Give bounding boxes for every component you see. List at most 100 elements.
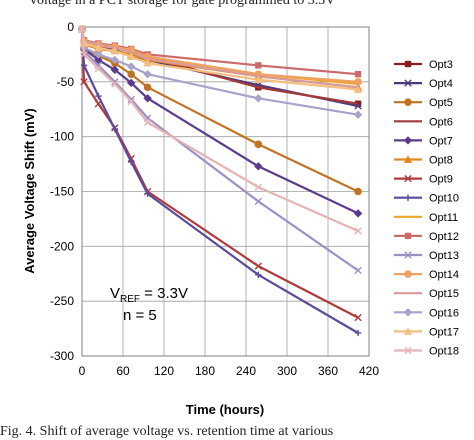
legend-label: Opt15 bbox=[429, 288, 459, 300]
series-line bbox=[80, 29, 359, 334]
data-point bbox=[404, 174, 412, 183]
x-tick-label: 0 bbox=[79, 364, 86, 378]
data-point bbox=[127, 78, 136, 88]
gridlines bbox=[82, 27, 369, 356]
legend-item: Opt13 bbox=[394, 250, 459, 262]
data-point bbox=[127, 97, 135, 106]
x-tick-label: 180 bbox=[195, 364, 215, 378]
y-tick-label: 0 bbox=[67, 20, 74, 34]
y-tick-label: -250 bbox=[50, 294, 74, 308]
y-axis-title: Average Voltage Shift (mV) bbox=[22, 108, 37, 273]
legend-label: Opt9 bbox=[429, 174, 453, 186]
y-tick-label: -150 bbox=[50, 185, 74, 199]
legend-item: Opt14 bbox=[394, 269, 459, 281]
x-axis-title: Time (hours) bbox=[186, 402, 265, 417]
y-tick-label: -100 bbox=[50, 130, 74, 144]
data-point bbox=[254, 183, 262, 191]
data-point bbox=[94, 43, 103, 52]
series-opt16 bbox=[77, 24, 363, 119]
data-point bbox=[354, 187, 362, 196]
data-point bbox=[94, 50, 103, 59]
data-point bbox=[403, 155, 413, 163]
series-layer bbox=[77, 24, 363, 337]
legend-item: Opt17 bbox=[394, 326, 459, 338]
vref-annotation: VREF = 3.3V bbox=[110, 285, 188, 305]
legend-item: Opt7 bbox=[394, 135, 453, 147]
y-tick-label: -300 bbox=[50, 349, 74, 363]
data-point bbox=[254, 197, 262, 206]
data-point bbox=[353, 110, 363, 119]
legend-item: Opt6 bbox=[394, 116, 453, 128]
legend-label: Opt11 bbox=[429, 212, 458, 224]
data-point bbox=[404, 232, 412, 240]
data-point bbox=[354, 227, 362, 235]
data-point bbox=[111, 78, 119, 86]
x-tick-labels: 0 60 120 180 240 300 360 420 bbox=[79, 364, 380, 378]
legend-item: Opt11 bbox=[394, 212, 458, 224]
data-point bbox=[354, 70, 362, 78]
data-point bbox=[143, 69, 152, 79]
x-tick-label: 360 bbox=[318, 364, 338, 378]
legend-item: Opt15 bbox=[394, 288, 459, 300]
data-point bbox=[127, 70, 135, 78]
legend-label: Opt4 bbox=[429, 78, 453, 90]
legend-label: Opt6 bbox=[429, 116, 453, 128]
legend-label: Opt3 bbox=[429, 59, 453, 71]
data-point bbox=[128, 158, 135, 166]
x-tick-label: 60 bbox=[116, 364, 130, 378]
data-point bbox=[254, 75, 263, 83]
legend-item: Opt12 bbox=[394, 231, 459, 243]
data-point bbox=[143, 83, 152, 92]
data-point bbox=[110, 65, 119, 74]
data-point bbox=[127, 52, 136, 60]
y-tick-label: -50 bbox=[57, 75, 75, 89]
vref-value: = 3.3V bbox=[140, 285, 188, 302]
legend-item: Opt16 bbox=[394, 307, 459, 319]
data-point bbox=[354, 266, 362, 275]
legend-label: Opt12 bbox=[429, 231, 459, 243]
series-line bbox=[80, 29, 359, 89]
data-point bbox=[354, 329, 362, 337]
legend-item: Opt10 bbox=[394, 193, 459, 205]
legend-label: Opt18 bbox=[429, 346, 459, 358]
data-point bbox=[404, 98, 412, 106]
data-point bbox=[254, 262, 262, 270]
legend-item: Opt5 bbox=[394, 97, 453, 109]
series-opt7 bbox=[77, 24, 363, 218]
data-point bbox=[404, 194, 412, 201]
vref-main: V bbox=[110, 285, 120, 302]
data-point bbox=[404, 79, 412, 87]
data-point bbox=[111, 80, 119, 88]
data-point bbox=[403, 308, 413, 317]
series-opt18 bbox=[78, 25, 362, 235]
data-point bbox=[143, 118, 152, 127]
series-opt15 bbox=[80, 29, 359, 89]
data-point bbox=[404, 60, 412, 68]
figure-caption-top: voltage in a PCT storage for gate progra… bbox=[30, 0, 336, 8]
data-point bbox=[80, 62, 88, 69]
data-point bbox=[353, 209, 363, 218]
data-point bbox=[94, 55, 103, 65]
y-tick-labels: 0 -50 -100 -150 -200 -250 -300 bbox=[50, 20, 74, 363]
data-point bbox=[78, 25, 86, 33]
data-point bbox=[143, 58, 152, 67]
data-point bbox=[111, 125, 118, 133]
plot-frame bbox=[81, 26, 370, 357]
series-opt17 bbox=[77, 24, 363, 93]
data-point bbox=[143, 94, 152, 103]
x-tick-label: 240 bbox=[236, 364, 256, 378]
data-point bbox=[254, 94, 263, 103]
legend-item: Opt3 bbox=[394, 59, 453, 71]
data-point bbox=[80, 78, 88, 86]
legend-label: Opt16 bbox=[429, 307, 459, 319]
data-point bbox=[80, 50, 88, 59]
legend-label: Opt14 bbox=[429, 269, 459, 281]
data-point bbox=[403, 136, 413, 145]
data-point bbox=[144, 190, 151, 197]
data-point bbox=[403, 327, 413, 335]
legend-label: Opt13 bbox=[429, 250, 459, 262]
data-point bbox=[95, 92, 102, 100]
legend-label: Opt8 bbox=[429, 155, 453, 167]
data-point bbox=[127, 62, 136, 71]
